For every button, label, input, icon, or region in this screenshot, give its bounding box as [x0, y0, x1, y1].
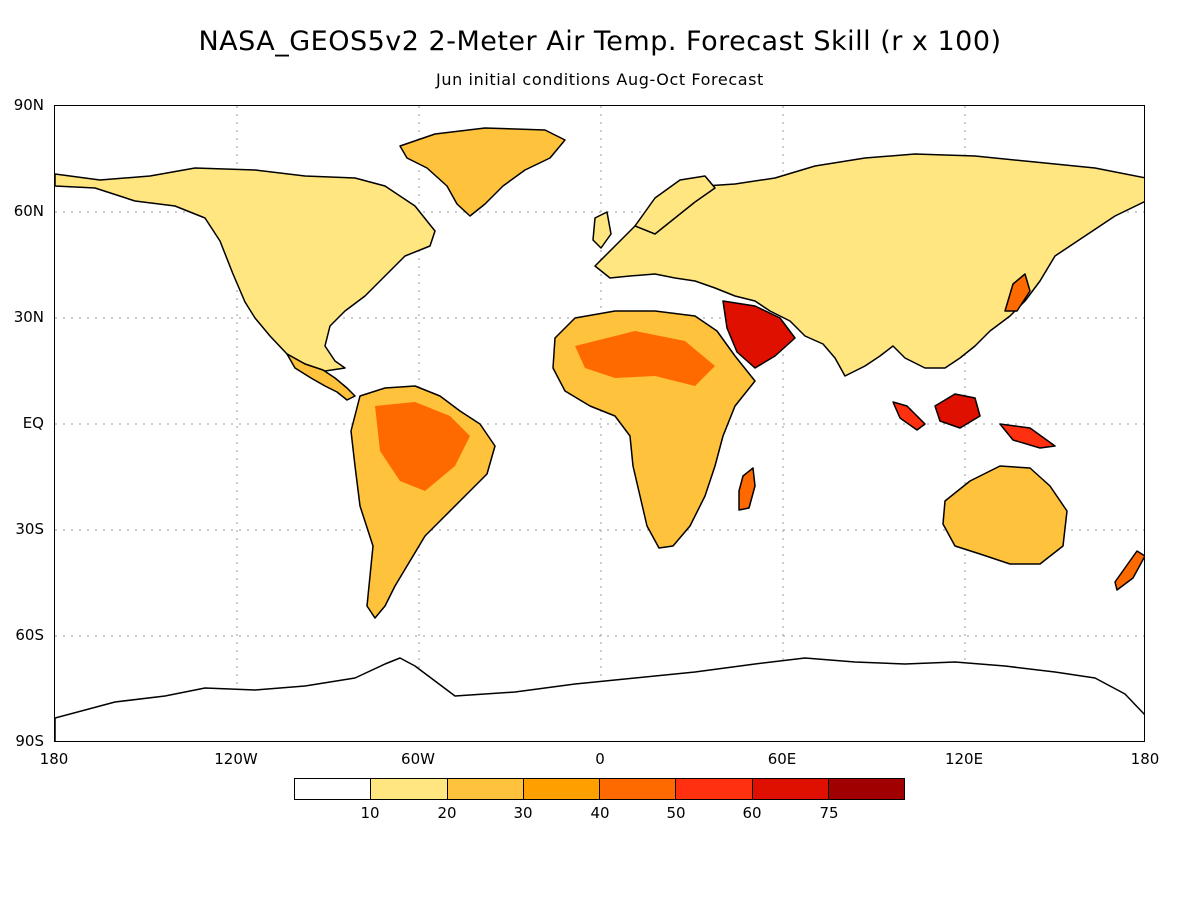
world-map [54, 105, 1145, 742]
land-sumatra [892, 401, 926, 431]
map-svg [55, 106, 1144, 741]
color-legend [294, 778, 905, 800]
land-amazon-hotspot [375, 402, 470, 491]
legend-label: 75 [819, 804, 839, 822]
land-greenland [399, 127, 566, 217]
legend-label: 50 [666, 804, 686, 822]
land-north-america [55, 167, 436, 372]
lon-label-180w: 180 [39, 750, 69, 768]
legend-swatch [600, 779, 677, 799]
lon-label-120e: 120E [944, 750, 984, 768]
lon-label-60w: 60W [401, 750, 435, 768]
lat-label-60s: 60S [15, 626, 44, 644]
land-eurasia [594, 153, 1144, 377]
legend-swatch [828, 779, 904, 799]
land-central-america [286, 353, 356, 401]
land-scandinavia [634, 175, 716, 235]
land-madagascar [738, 467, 756, 511]
lat-label-90s: 90S [15, 732, 44, 750]
lon-label-0: 0 [595, 750, 605, 768]
legend-label: 60 [742, 804, 762, 822]
legend-swatch [371, 779, 448, 799]
lat-label-60n: 60N [13, 202, 44, 220]
land-antarctica [55, 657, 1144, 741]
map-subtitle: Jun initial conditions Aug-Oct Forecast [436, 70, 764, 89]
land-japan [1004, 273, 1031, 312]
legend-label: 20 [437, 804, 457, 822]
lon-label-60e: 60E [767, 750, 797, 768]
lat-label-30n: 30N [13, 308, 44, 326]
lat-label-90n: 90N [13, 96, 44, 114]
land-arabia [722, 300, 796, 369]
land-british-isles [592, 211, 612, 249]
legend-swatch [523, 779, 600, 799]
legend-label: 10 [360, 804, 380, 822]
continents [55, 127, 1144, 741]
land-australia [942, 465, 1068, 565]
lon-label-180e: 180 [1130, 750, 1160, 768]
legend-swatch [676, 779, 753, 799]
land-sahel-hotspot [575, 331, 715, 386]
land-new-guinea [999, 423, 1056, 449]
legend-label: 40 [590, 804, 610, 822]
legend-swatch [447, 779, 524, 799]
map-title: NASA_GEOS5v2 2-Meter Air Temp. Forecast … [198, 26, 1002, 57]
legend-label: 30 [513, 804, 533, 822]
lon-label-120w: 120W [214, 750, 258, 768]
legend-swatch [752, 779, 829, 799]
land-new-zealand [1114, 550, 1144, 591]
lat-label-30s: 30S [15, 520, 44, 538]
lat-label-eq: EQ [22, 414, 44, 432]
land-borneo [934, 393, 981, 429]
legend-swatch [295, 779, 372, 799]
